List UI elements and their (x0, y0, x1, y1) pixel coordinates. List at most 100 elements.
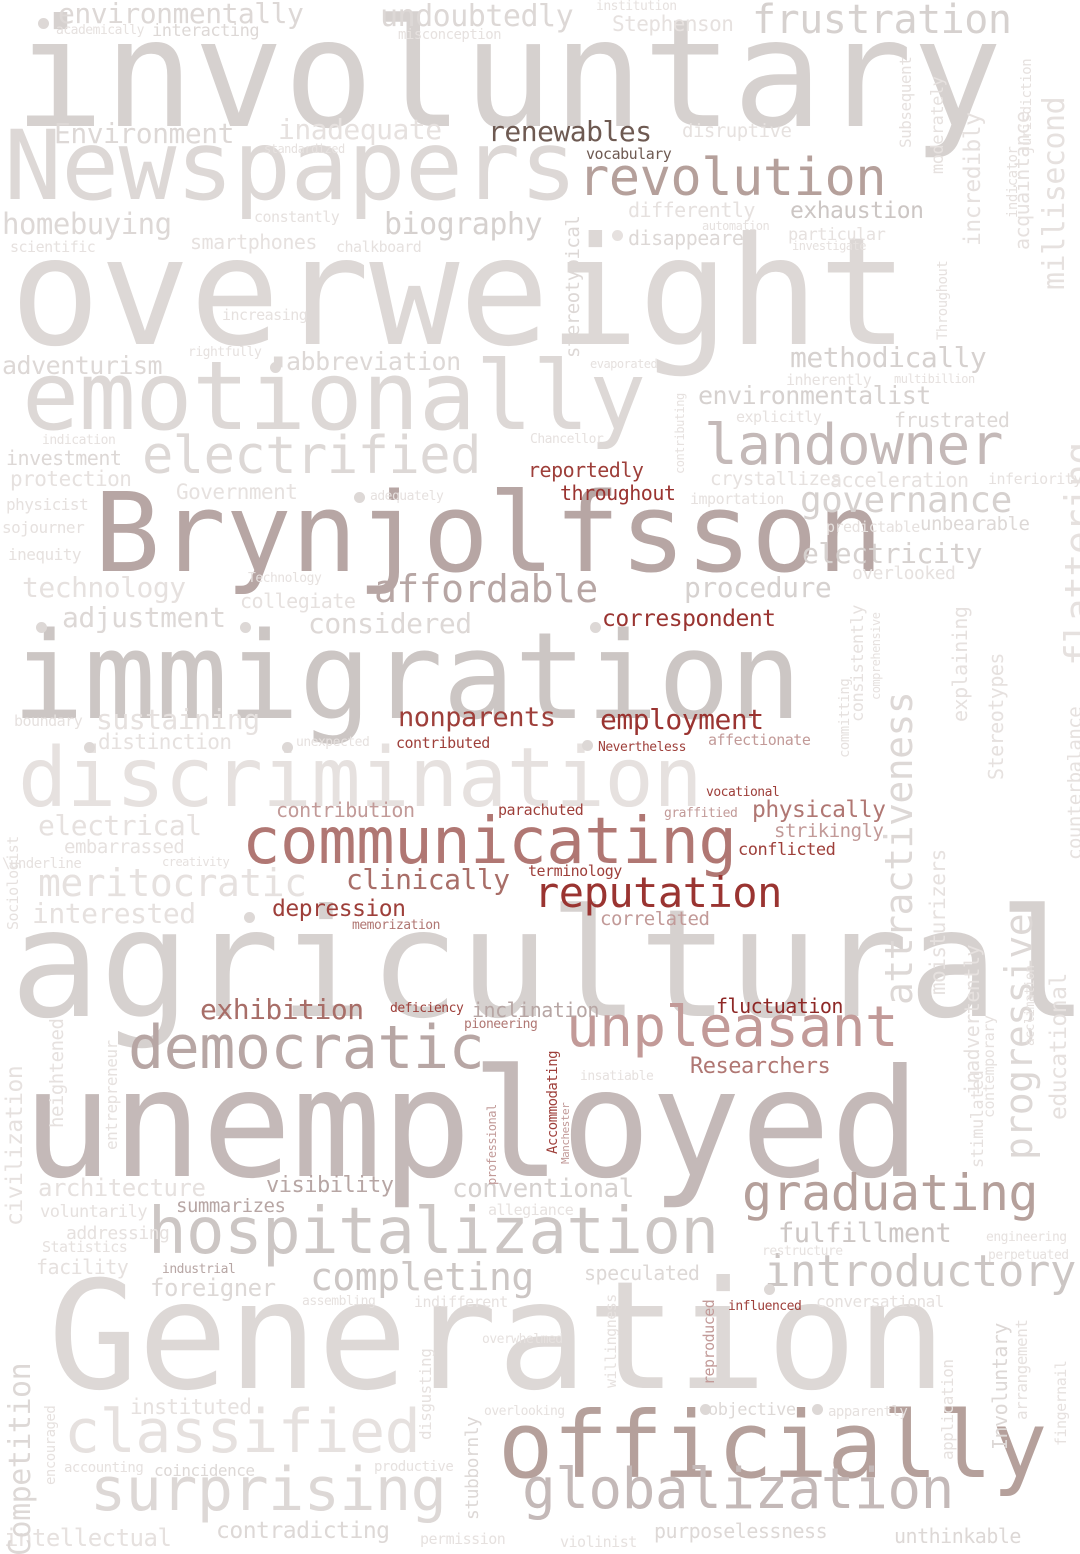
cloud-word: adequately (370, 489, 444, 504)
cloud-word: stubbornly (462, 1416, 483, 1520)
cloud-word: disappeared (628, 226, 755, 250)
bullet-dot (582, 740, 593, 751)
cloud-word: investment (6, 446, 122, 470)
cloud-word: stereotypical (562, 215, 584, 358)
cloud-word: governance (800, 480, 1012, 521)
cloud-word: conversational (816, 1292, 944, 1311)
bullet-dot (612, 230, 623, 241)
cloud-word: committing (837, 678, 853, 758)
cloud-word: rightfully (188, 345, 262, 360)
cloud-word: reputation (534, 868, 782, 917)
cloud-word: exhaustion (790, 198, 924, 224)
cloud-word: Government (176, 480, 298, 504)
cloud-word: undoubtedly (380, 0, 574, 34)
cloud-word: permission (420, 1530, 506, 1548)
cloud-word: nonparents (398, 702, 556, 733)
cloud-word: parachuted (498, 801, 584, 819)
bullet-dot (244, 912, 255, 923)
cloud-word: Generation (48, 1250, 947, 1424)
cloud-word: reproduced (700, 1299, 718, 1385)
cloud-word: emotionally (22, 342, 646, 452)
cloud-word: perpetuated (988, 1248, 1069, 1263)
cloud-word: inclination (472, 998, 599, 1022)
cloud-word: employment (600, 703, 764, 736)
cloud-word: interacting (152, 21, 260, 41)
cloud-word: Stereotypes (984, 653, 1008, 780)
cloud-word: acclimation (1023, 965, 1038, 1046)
cloud-word: purposelessness (654, 1519, 828, 1543)
cloud-word: smartphones (190, 230, 317, 254)
cloud-word: environmentally (58, 0, 304, 30)
cloud-word: Technology (248, 571, 322, 586)
cloud-word: vocabulary (586, 145, 672, 163)
cloud-word: revolution (578, 148, 887, 208)
cloud-word: predictable (826, 518, 920, 536)
cloud-word: heightened (46, 1018, 68, 1128)
cloud-word: procedure (684, 571, 832, 604)
cloud-word: introductory (764, 1246, 1076, 1297)
cloud-word: accounting (64, 1460, 144, 1476)
cloud-word: exhibition (200, 993, 364, 1026)
cloud-word: conflicted (738, 840, 836, 860)
cloud-word: Brynjolfsson (94, 469, 883, 597)
cloud-word: Chancellor (530, 432, 604, 447)
cloud-word: Statistics (42, 1238, 128, 1256)
cloud-word: crystallizes (710, 468, 842, 490)
cloud-word: indicator (1005, 146, 1021, 218)
cloud-word: unexpected (296, 735, 370, 750)
cloud-word: correspondent (602, 606, 776, 632)
cloud-word: overwhelmed (482, 1332, 563, 1347)
cloud-word: Involuntary (988, 1323, 1012, 1450)
cloud-word: importation (690, 490, 784, 508)
cloud-word: overweight (10, 206, 909, 380)
cloud-word: acceleration (830, 468, 969, 492)
cloud-word: Nevertheless (598, 740, 686, 755)
cloud-word: vocational (706, 785, 780, 800)
cloud-word: willingness (602, 1294, 620, 1388)
cloud-word: communicating (242, 805, 737, 879)
cloud-word: architecture (38, 1174, 206, 1202)
cloud-word: jurisdiction (1019, 58, 1035, 154)
cloud-word: biography (384, 207, 543, 242)
cloud-word: unthinkable (894, 1524, 1021, 1548)
cloud-word: indifferent (414, 1293, 508, 1311)
cloud-word: educational (1046, 973, 1072, 1120)
bullet-dot (38, 18, 49, 29)
cloud-word: hospitalization (148, 1195, 719, 1269)
cloud-word: sustaining (96, 703, 260, 736)
cloud-word: methodically (790, 341, 987, 374)
cloud-word: boundary (14, 712, 83, 730)
cloud-word: overlooking (484, 1404, 565, 1419)
cloud-word: inferiority (988, 470, 1080, 488)
cloud-word: collegiate (240, 589, 356, 613)
cloud-word: increasing (222, 306, 308, 324)
cloud-word: electrical (38, 809, 202, 842)
cloud-word: abbreviation (286, 347, 461, 376)
cloud-word: disgusting (416, 1348, 435, 1440)
cloud-word: Accommodating (545, 1050, 561, 1154)
cloud-word: engineering (986, 1230, 1067, 1245)
cloud-word: differently (628, 198, 755, 222)
cloud-word: affectionate (708, 731, 811, 749)
cloud-word: visibility (266, 1173, 394, 1198)
cloud-word: encouraged (43, 1405, 59, 1485)
cloud-word: millisecond (1037, 96, 1072, 290)
cloud-word: meritocratic (38, 861, 307, 905)
cloud-word: summarizes (176, 1195, 286, 1217)
cloud-word: contributed (396, 734, 490, 752)
cloud-word: fluctuation (716, 994, 843, 1018)
cloud-word: intellectual (4, 1524, 172, 1552)
cloud-word: completing (310, 1255, 534, 1299)
cloud-word: technology (22, 571, 186, 604)
cloud-word: coincidence (154, 1461, 255, 1480)
cloud-word: influenced (728, 1299, 802, 1314)
cloud-word: assembling (302, 1294, 376, 1309)
cloud-word: adventurism (2, 351, 163, 380)
cloud-word: counterbalance (1064, 706, 1080, 860)
cloud-word: frustration (752, 0, 1012, 43)
cloud-word: automation (702, 219, 770, 233)
cloud-word: distinction (98, 730, 232, 754)
cloud-word: memorization (352, 918, 440, 933)
cloud-word: interested (32, 897, 196, 930)
cloud-word: considered (308, 607, 472, 640)
